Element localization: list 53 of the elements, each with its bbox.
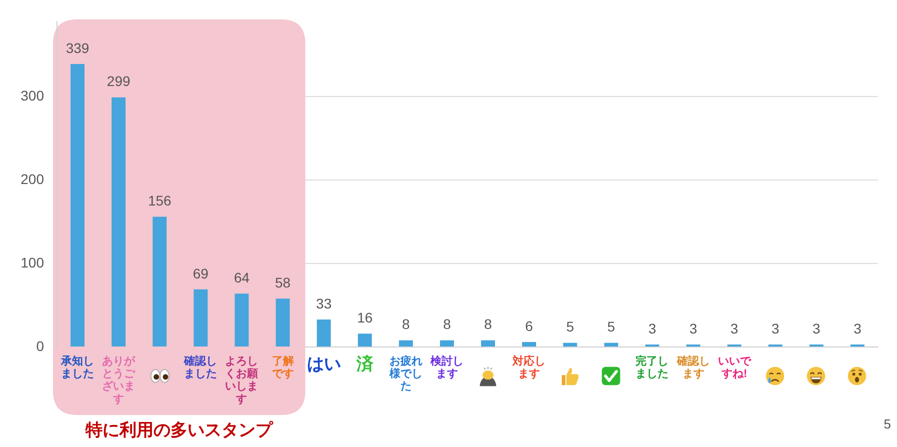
bar — [440, 340, 454, 346]
data-label: 16 — [357, 310, 373, 326]
data-label: 3 — [812, 320, 821, 336]
data-label: 299 — [106, 73, 130, 90]
data-label: 8 — [443, 316, 452, 332]
x-tick-label: 承知しました — [60, 354, 94, 380]
bar — [112, 97, 126, 346]
x-tick-label: 済 — [355, 354, 374, 374]
bar — [234, 294, 249, 346]
x-tick-label: 検討します — [429, 354, 464, 380]
bar — [152, 216, 167, 346]
data-label: 3 — [648, 320, 656, 336]
bar — [563, 342, 578, 346]
data-label: 69 — [192, 265, 209, 282]
x-tick-label: はい — [306, 354, 341, 374]
y-tick-label: 100 — [20, 254, 44, 270]
bar — [194, 289, 208, 346]
data-label: 6 — [525, 318, 534, 334]
x-tick-label: 確認しました — [183, 354, 218, 380]
data-label: 33 — [316, 295, 332, 312]
data-label: 3 — [854, 320, 862, 336]
bar — [522, 342, 536, 346]
x-tick-label: お疲れ様でした — [388, 354, 422, 393]
data-label: 5 — [566, 318, 574, 335]
bar — [358, 334, 372, 346]
data-label: 3 — [689, 320, 698, 336]
data-label: 3 — [730, 320, 738, 336]
bar — [276, 298, 290, 346]
x-tick-label: ありがとうございます — [102, 355, 136, 406]
x-tick-label: 確認します — [676, 354, 710, 380]
bar — [398, 340, 413, 346]
x-tick-label: 了解です — [272, 355, 294, 380]
bar — [316, 319, 331, 346]
band-label: 特に利用の多いスタンプ — [84, 420, 274, 440]
bar — [604, 342, 618, 346]
data-label: 5 — [607, 318, 616, 335]
data-label: 64 — [234, 269, 250, 286]
bar — [481, 340, 496, 346]
y-tick-label: 0 — [36, 338, 44, 354]
y-tick-label: 300 — [20, 87, 44, 104]
data-label: 339 — [66, 40, 90, 56]
data-label: 3 — [771, 320, 780, 336]
data-label: 156 — [148, 192, 172, 209]
text: 5 — [884, 416, 891, 432]
y-tick-label: 200 — [20, 170, 44, 187]
data-label: 8 — [402, 316, 410, 332]
x-tick-label: 対応します — [512, 354, 546, 380]
data-label: 58 — [274, 274, 291, 290]
x-tick-label: いいですね! — [718, 355, 752, 380]
data-label: 8 — [484, 316, 492, 332]
bar — [70, 64, 85, 346]
x-tick-label: 完了しました — [636, 354, 669, 380]
x-tick-label: よろしくお願いします — [225, 355, 258, 406]
